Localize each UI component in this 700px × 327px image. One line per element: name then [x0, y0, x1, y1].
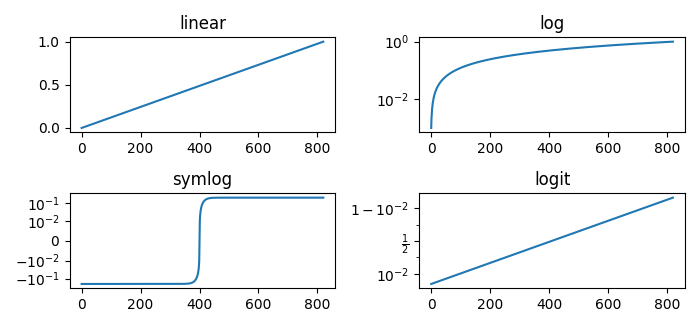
Title: log: log — [540, 15, 565, 33]
Title: symlog: symlog — [172, 171, 232, 189]
Title: logit: logit — [534, 171, 570, 189]
Title: linear: linear — [179, 15, 226, 33]
